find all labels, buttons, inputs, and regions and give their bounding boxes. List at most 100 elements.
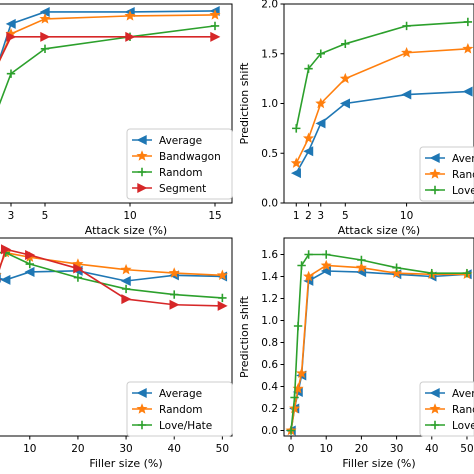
data-point (169, 299, 180, 310)
legend-box (419, 381, 474, 437)
data-point (303, 146, 314, 157)
series-line (0, 14, 216, 62)
data-point (304, 64, 313, 73)
y-tick-label: 0.0 (261, 198, 278, 210)
data-point (121, 294, 132, 305)
legend-marker (137, 167, 147, 177)
data-point (24, 266, 35, 277)
data-point (286, 426, 296, 435)
data-point (290, 168, 301, 179)
x-tick-label: 10 (400, 210, 413, 222)
x-tick-label: 3 (8, 210, 15, 222)
data-point (39, 13, 51, 24)
data-point (120, 263, 132, 275)
data-point (303, 270, 315, 282)
data-point (124, 10, 136, 21)
series-line (290, 264, 467, 431)
legend-marker (136, 150, 148, 161)
legend-entry: Random (132, 167, 202, 179)
series-unlabeled (0, 244, 228, 311)
plot-frame (0, 237, 233, 437)
data-point (302, 132, 315, 144)
data-point (73, 263, 84, 274)
x-tick-label: 40 (425, 443, 438, 455)
data-point (289, 402, 301, 414)
plot-area (0, 244, 228, 311)
data-point (315, 97, 327, 109)
data-point (6, 69, 16, 78)
x-tick-label: 5 (342, 210, 349, 222)
legend-marker (429, 168, 441, 179)
data-point (210, 31, 221, 42)
legend-marker (136, 134, 147, 146)
series-line (0, 10, 216, 60)
data-point (355, 261, 367, 273)
legend-marker (429, 403, 441, 414)
legend-marker (429, 152, 440, 164)
legend-entry: Average (132, 388, 202, 400)
y-axis-label: Prediction shift (238, 295, 251, 378)
x-tick-label: 10 (320, 443, 333, 455)
data-point (401, 46, 413, 58)
y-tick-label: 0.8 (261, 337, 278, 349)
legend-entry: Average (132, 135, 202, 147)
data-point (216, 269, 228, 281)
plot-area (290, 17, 474, 179)
series-line (295, 47, 468, 164)
legend-entry: Love/Hate (425, 420, 474, 432)
y-tick-label: 0.4 (261, 381, 278, 393)
legend-entry: Random (132, 403, 202, 416)
data-point (320, 259, 332, 271)
x-tick-label: 2 (305, 210, 312, 222)
x-tick-label: 0 (288, 443, 295, 455)
legend-label: Segment (159, 183, 206, 195)
data-point (5, 18, 16, 29)
legend-label: Average (452, 388, 474, 400)
legend-label: Random (452, 169, 474, 181)
series-line (0, 248, 223, 307)
data-point (296, 367, 308, 379)
data-point (341, 39, 350, 48)
x-tick-label: 20 (355, 443, 368, 455)
series-line (0, 36, 215, 62)
x-tick-label: 20 (71, 443, 84, 455)
series-random (290, 42, 474, 168)
series-line (295, 90, 468, 174)
x-tick-label: 30 (390, 443, 403, 455)
legend-marker (429, 387, 440, 399)
data-point (73, 273, 83, 282)
series-line (0, 25, 216, 105)
series-love-hate (292, 17, 473, 133)
legend: Average Random Love/Hate (419, 146, 474, 202)
legend-entry: Average (425, 153, 474, 165)
legend-label: Random (159, 404, 202, 416)
y-tick-label: 1.6 (261, 249, 278, 261)
legend-marker (430, 420, 440, 430)
data-point (210, 21, 220, 31)
x-tick-label: 10 (23, 443, 36, 455)
series-love-hate (286, 250, 472, 435)
data-point (462, 86, 473, 97)
data-point (339, 72, 351, 84)
legend-entry: Random (425, 403, 474, 416)
legend-marker (137, 420, 147, 430)
plot-frame (0, 3, 233, 204)
x-tick-label: 10 (123, 210, 136, 222)
plot-frame (283, 237, 474, 437)
legend-label: Average (159, 135, 202, 147)
x-tick-label: 40 (168, 443, 181, 455)
series-segment (0, 31, 221, 62)
data-point (125, 31, 136, 42)
panel-bottom-right: 0 10 20 30 40 50 0.0 0.2 0.4 0.6 0.8 1.0 1.2 1.4 1.6 Fi… (238, 237, 474, 470)
data-point (290, 393, 299, 402)
legend-entry: Love/Hate (132, 420, 212, 432)
series-line (0, 251, 223, 277)
data-point (0, 273, 2, 275)
data-point (462, 269, 472, 278)
data-point (25, 249, 36, 260)
data-point (427, 269, 436, 278)
data-point (168, 267, 180, 278)
data-point (322, 250, 331, 259)
legend-entry: Average (425, 388, 474, 400)
